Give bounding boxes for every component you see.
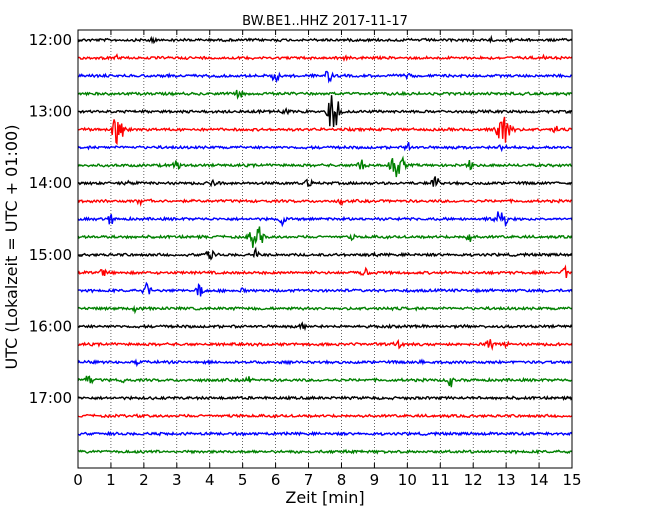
vertical-grid xyxy=(110,30,540,468)
x-tick-label: 7 xyxy=(304,471,314,489)
trace-line xyxy=(77,338,573,351)
x-tick-label: 3 xyxy=(172,471,182,489)
trace-line xyxy=(77,246,573,261)
x-tick-label: 5 xyxy=(238,471,248,489)
y-tick-label: 12:00 xyxy=(29,31,72,49)
trace-line xyxy=(77,281,573,297)
x-tick-label: 4 xyxy=(205,471,215,489)
trace-line xyxy=(77,448,573,455)
x-tick-label: 2 xyxy=(139,471,149,489)
trace-group xyxy=(77,34,573,455)
trace-line xyxy=(77,53,573,62)
trace-line xyxy=(77,430,573,437)
trace-line xyxy=(77,226,573,248)
y-tick-label: 16:00 xyxy=(29,317,72,335)
x-tick-label: 8 xyxy=(337,471,347,489)
x-tick-label: 12 xyxy=(464,471,483,489)
x-tick-label: 10 xyxy=(398,471,417,489)
y-axis-label: UTC (Lokalzeit = UTC + 01:00) xyxy=(2,125,21,370)
trace-line xyxy=(77,34,573,45)
trace-line xyxy=(77,264,573,279)
y-tick-label: 13:00 xyxy=(29,103,72,121)
x-axis-label: Zeit [min] xyxy=(285,488,364,507)
trace-line xyxy=(77,321,573,332)
y-axis: 12:00 13:00 14:00 15:00 16:00 17:00 xyxy=(29,31,572,407)
trace-line xyxy=(77,95,572,127)
trace-line xyxy=(77,375,573,388)
x-tick-label: 9 xyxy=(370,471,380,489)
y-tick-label: 15:00 xyxy=(29,246,72,264)
trace-line xyxy=(77,176,573,188)
trace-line xyxy=(77,358,573,368)
x-tick-label: 15 xyxy=(562,471,581,489)
trace-line xyxy=(77,89,573,100)
x-tick-label: 13 xyxy=(497,471,516,489)
trace-line xyxy=(77,198,573,207)
x-tick-label: 6 xyxy=(271,471,281,489)
y-tick-label: 17:00 xyxy=(29,389,72,407)
trace-line xyxy=(77,394,573,401)
x-tick-label: 0 xyxy=(73,471,83,489)
chart-title: BW.BE1..HHZ 2017-11-17 xyxy=(242,14,408,29)
trace-line xyxy=(77,116,573,146)
trace-line xyxy=(77,70,573,84)
x-tick-label: 11 xyxy=(431,471,450,489)
y-tick-label: 14:00 xyxy=(29,174,72,192)
x-axis: 0 1 2 3 4 5 6 7 8 9 10 11 12 13 14 15 xyxy=(73,30,582,489)
trace-line xyxy=(77,155,573,178)
trace-line xyxy=(77,141,573,153)
x-tick-label: 14 xyxy=(530,471,549,489)
trace-line xyxy=(77,413,573,419)
x-tick-label: 1 xyxy=(106,471,116,489)
trace-line xyxy=(77,304,573,315)
trace-line xyxy=(77,211,573,228)
plot-frame xyxy=(77,29,573,469)
